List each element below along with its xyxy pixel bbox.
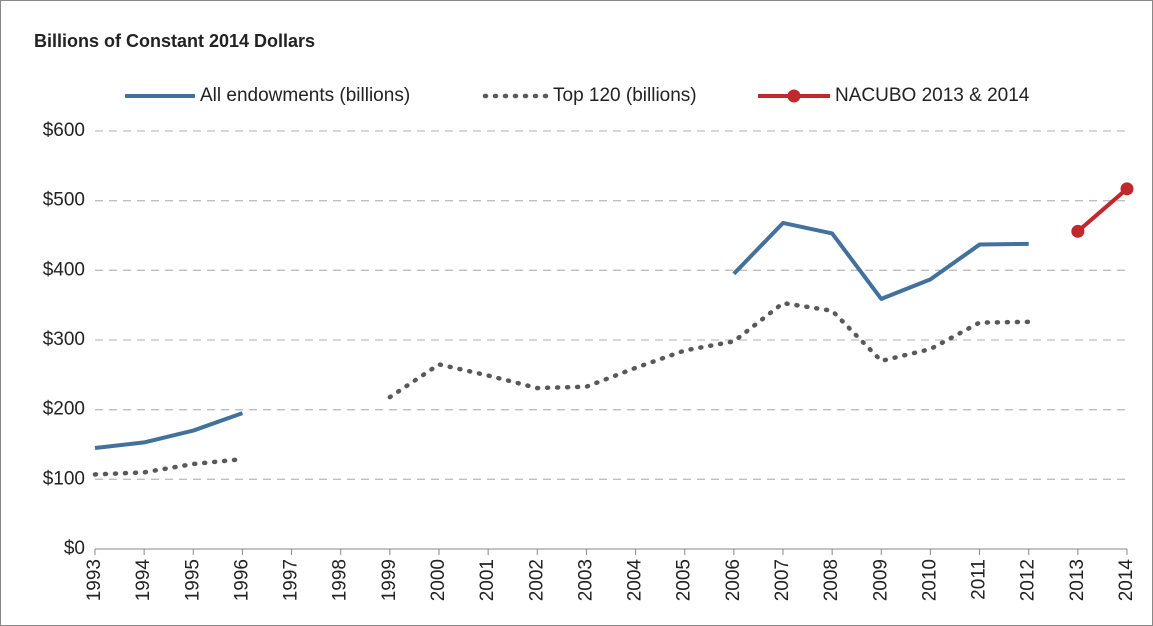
x-tick-label: 1993 <box>84 559 105 601</box>
x-tick-label: 2012 <box>1018 559 1039 601</box>
legend-marker <box>787 89 801 103</box>
x-tick-label: 2001 <box>477 559 498 601</box>
x-tick-label: 2009 <box>870 559 891 601</box>
series-line <box>94 220 1029 450</box>
x-tick-label: 1997 <box>281 559 302 601</box>
series-line <box>92 300 1031 477</box>
x-tick-label: 2003 <box>575 559 596 601</box>
legend-label: Top 120 (billions) <box>553 85 697 106</box>
x-tick-label: 2004 <box>625 559 646 602</box>
x-tick-label: 2011 <box>969 559 990 600</box>
x-tick-label: 1996 <box>231 559 252 601</box>
y-tick-label: $400 <box>43 259 85 280</box>
chart-title: Billions of Constant 2014 Dollars <box>34 31 315 51</box>
x-tick-label: 2013 <box>1067 559 1088 601</box>
x-tick-label: 2007 <box>772 559 793 601</box>
x-tick-label: 2008 <box>821 559 842 601</box>
y-tick-label: $600 <box>43 120 85 141</box>
y-tick-label: $200 <box>43 399 85 420</box>
x-tick-label: 1999 <box>379 559 400 601</box>
y-tick-label: $100 <box>43 468 85 489</box>
x-tick-label: 2014 <box>1116 559 1137 602</box>
y-tick-label: $500 <box>43 190 85 211</box>
x-tick-label: 1994 <box>133 559 154 602</box>
y-tick-label: $300 <box>43 329 85 350</box>
x-tick-label: 2000 <box>428 559 449 601</box>
legend-label: NACUBO 2013 & 2014 <box>835 85 1030 106</box>
point-marker <box>1120 182 1134 196</box>
x-tick-label: 1995 <box>182 559 203 601</box>
legend-label: All endowments (billions) <box>200 85 410 106</box>
x-tick-label: 2002 <box>526 559 547 601</box>
y-tick-label: $0 <box>64 538 85 559</box>
point-marker <box>1071 224 1085 238</box>
x-tick-label: 2010 <box>919 559 940 601</box>
x-tick-label: 2005 <box>674 559 695 601</box>
series-line <box>1076 187 1129 233</box>
x-tick-label: 2006 <box>723 559 744 601</box>
x-tick-label: 1998 <box>330 559 351 601</box>
